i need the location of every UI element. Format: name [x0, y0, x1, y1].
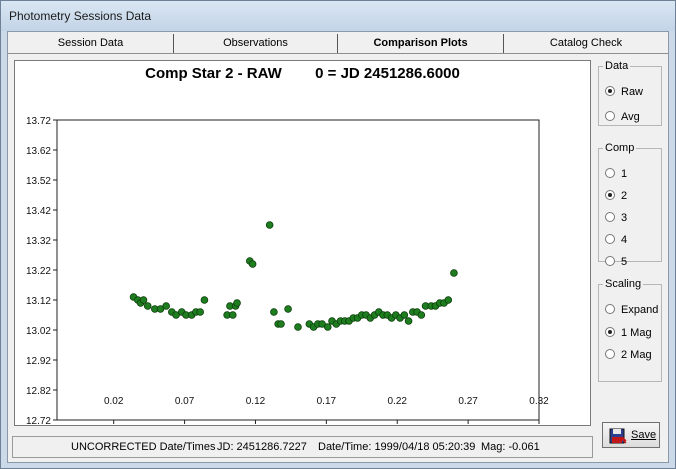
radio-label: 2 Mag [621, 349, 652, 361]
data-point [323, 323, 332, 331]
sidebar: Data Raw Avg Comp 1 2 [598, 60, 666, 460]
radio-label: Expand [621, 304, 659, 316]
radio-label: 5 [621, 256, 628, 268]
radio-label: Avg [621, 111, 640, 123]
status-bar: UNCORRECTED Date/Times JD: 2451286.7227 … [12, 436, 593, 458]
save-button[interactable]: Save [602, 422, 660, 448]
tab-label: Catalog Check [549, 37, 623, 49]
radio-dot [605, 256, 615, 266]
scaling-group: Scaling Expand 1 Mag 2 Mag [598, 278, 662, 382]
data-point [139, 296, 148, 304]
data-point [162, 302, 170, 310]
y-tick-label: 13.42 [26, 206, 51, 217]
data-point [196, 308, 204, 316]
data-point [284, 305, 292, 313]
data-point [404, 317, 413, 325]
x-tick-label: 0.07 [175, 396, 195, 407]
radio-label: 4 [621, 234, 628, 246]
data-point [277, 320, 285, 328]
data-point [444, 296, 453, 304]
y-tick-label: 12.82 [26, 386, 51, 397]
y-tick-label: 12.92 [26, 356, 51, 367]
y-tick-label: 13.72 [26, 116, 51, 127]
data-point [294, 323, 302, 331]
radio-dot [605, 349, 615, 359]
radio-label: 1 [621, 168, 628, 180]
data-point [450, 269, 458, 277]
scatter-chart: 12.72 12.82 12.92 13.02 13.12 13.22 13.32 13.42… [26, 116, 549, 425]
y-tick-label: 12.72 [26, 416, 51, 425]
tab-catalog-check[interactable]: Catalog Check [504, 34, 668, 53]
tab-session-data[interactable]: Session Data [8, 34, 174, 53]
data-point [200, 296, 209, 304]
window-title: Photometry Sessions Data [9, 9, 152, 23]
radio-dot [605, 190, 615, 200]
x-tick-label: 0.17 [317, 396, 337, 407]
title-bar: Photometry Sessions Data [1, 1, 675, 31]
y-tick-label: 13.02 [26, 326, 51, 337]
data-group-label: Data [605, 60, 629, 72]
tab-label: Observations [223, 37, 288, 49]
floppy-disk-icon [609, 428, 627, 444]
x-tick-label: 0.02 [104, 396, 124, 407]
x-tick-label: 0.22 [388, 396, 408, 407]
radio-label: Raw [621, 86, 644, 98]
radio-label: 3 [621, 212, 628, 224]
comp-group-label: Comp [605, 142, 635, 154]
tab-observations[interactable]: Observations [174, 34, 338, 53]
data-point [143, 302, 152, 310]
save-label: Save [631, 429, 657, 441]
tab-strip: Session Data Observations Comparison Plo… [8, 34, 668, 54]
plot-panel: Comp Star 2 - RAW 0 = JD 2451286.6000 12… [14, 60, 591, 426]
tab-divider [8, 53, 668, 54]
radio-label: 1 Mag [621, 327, 652, 339]
y-tick-label: 13.12 [26, 296, 51, 307]
data-point [270, 308, 278, 316]
scaling-group-label: Scaling [605, 278, 642, 290]
plot-title: Comp Star 2 - RAW 0 = JD 2451286.6000 [145, 65, 460, 82]
radio-dot [605, 234, 615, 244]
radio-dot [605, 304, 615, 314]
radio-dot [605, 212, 615, 222]
x-tick-label: 0.12 [246, 396, 266, 407]
data-point [248, 260, 257, 268]
y-tick-label: 13.52 [26, 176, 51, 187]
radio-dot [605, 86, 615, 96]
tab-label: Session Data [57, 37, 124, 49]
data-point [228, 311, 237, 319]
client-area: Session Data Observations Comparison Plo… [7, 31, 669, 463]
status-mag: Mag: -0.061 [481, 441, 540, 453]
plot-area [56, 119, 540, 421]
status-jd: JD: 2451286.7227 [217, 441, 307, 453]
status-datetime: Date/Time: 1999/04/18 05:20:39 [318, 441, 476, 453]
data-group: Data Raw Avg [598, 60, 662, 126]
data-point [400, 311, 409, 319]
data-point [233, 299, 241, 307]
radio-dot [605, 168, 615, 178]
tab-comparison-plots[interactable]: Comparison Plots [338, 34, 504, 53]
radio-dot [605, 327, 615, 337]
status-corrected: UNCORRECTED Date/Times [71, 441, 216, 453]
x-tick-label: 0.32 [529, 396, 549, 407]
tab-label: Comparison Plots [373, 37, 468, 49]
y-tick-label: 13.22 [26, 266, 51, 277]
data-point [265, 221, 274, 229]
x-tick-label: 0.27 [458, 396, 478, 407]
y-tick-label: 13.62 [26, 146, 51, 157]
radio-dot [605, 111, 615, 121]
comp-group: Comp 1 2 3 4 5 [598, 142, 662, 268]
radio-label: 2 [621, 190, 628, 202]
y-tick-label: 13.32 [26, 236, 51, 247]
data-point [417, 311, 426, 319]
